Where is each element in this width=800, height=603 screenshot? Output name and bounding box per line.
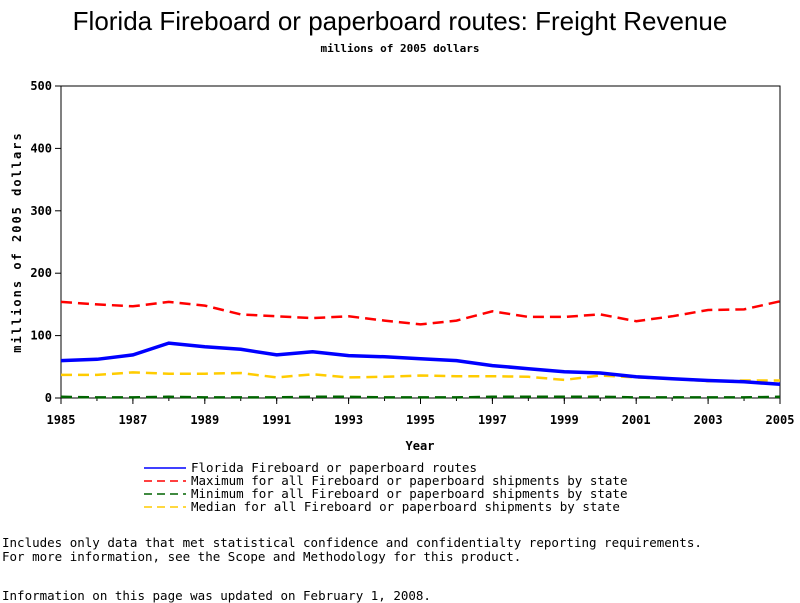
y-tick-label: 0 <box>45 391 52 405</box>
x-tick-label: 2003 <box>694 413 723 427</box>
legend-label-2: Maximum for all Fireboard or paperboard … <box>191 473 628 488</box>
x-tick-label: 1997 <box>478 413 507 427</box>
y-axis-title: millions of 2005 dollars <box>10 131 24 352</box>
y-axis: 0 100 200 300 400 500 <box>30 79 61 405</box>
y-tick-label: 200 <box>30 266 52 280</box>
x-tick-label: 1991 <box>262 413 291 427</box>
x-axis: 1985 1987 1989 1991 1993 1995 1997 1999 2001 2003… <box>47 398 795 427</box>
legend-label-4: Median for all Fireboard or paperboard s… <box>191 499 620 514</box>
x-tick-label: 2001 <box>622 413 651 427</box>
x-axis-title: Year <box>406 439 435 453</box>
plot-frame <box>60 85 781 399</box>
y-tick-label: 500 <box>30 79 52 93</box>
footnote-confidentiality: Includes only data that met statistical … <box>2 535 702 550</box>
x-tick-label: 1989 <box>190 413 219 427</box>
chart-subtitle: millions of 2005 dollars <box>320 42 480 55</box>
footnote-methodology: For more information, see the Scope and … <box>2 549 522 564</box>
x-tick-label: 1999 <box>550 413 579 427</box>
x-tick-label: 1985 <box>47 413 76 427</box>
x-tick-label: 1993 <box>334 413 363 427</box>
x-tick-label: 2005 <box>766 413 795 427</box>
series-line-3 <box>60 395 781 399</box>
series-line-2 <box>60 300 781 326</box>
line-chart: 0 100 200 300 400 500 1985 1987 1989 1991 1993 199… <box>10 79 795 514</box>
footnotes: Includes only data that met statistical … <box>2 536 702 564</box>
chart-title: Florida Fireboard or paperboard routes: … <box>72 6 728 36</box>
update-notice: Information on this page was updated on … <box>2 588 431 603</box>
series-lines <box>60 300 781 399</box>
y-tick-label: 100 <box>30 329 52 343</box>
legend-label-1: Florida Fireboard or paperboard routes <box>191 460 477 475</box>
x-tick-label: 1987 <box>118 413 147 427</box>
y-tick-label: 400 <box>30 141 52 155</box>
series-line-1 <box>60 341 781 387</box>
legend-label-3: Minimum for all Fireboard or paperboard … <box>191 486 628 501</box>
y-tick-label: 300 <box>30 204 52 218</box>
legend: Florida Fireboard or paperboard routesMa… <box>144 460 628 514</box>
x-tick-label: 1995 <box>406 413 435 427</box>
